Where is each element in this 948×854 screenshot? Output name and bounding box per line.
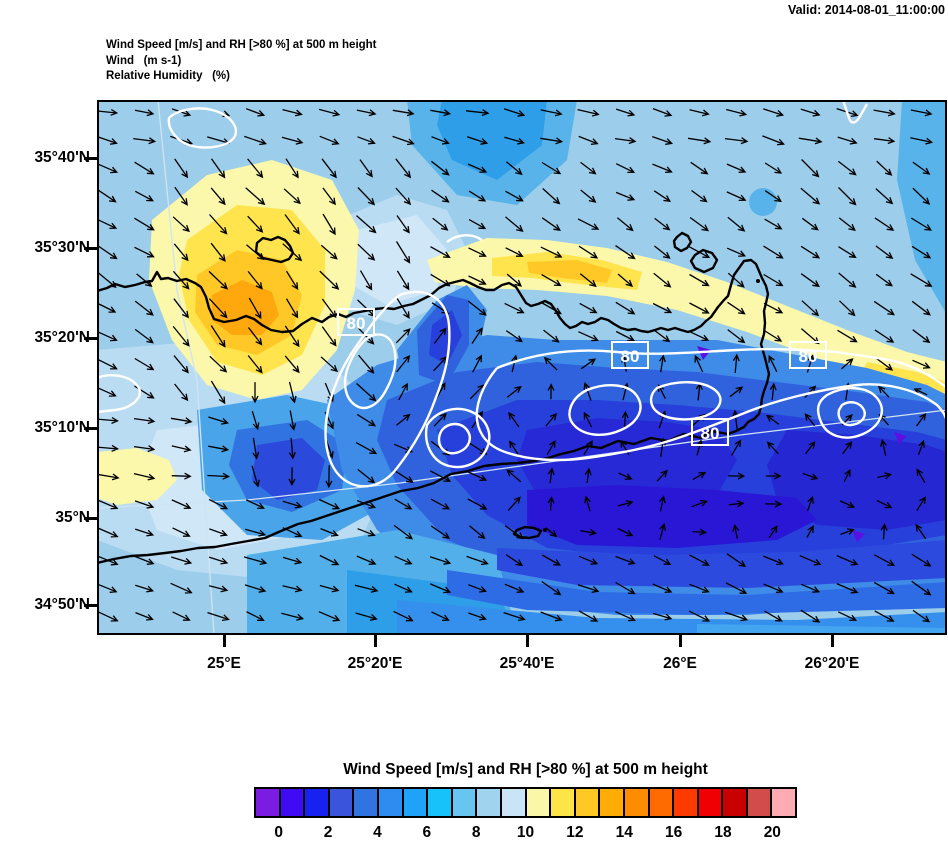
colorbar-cell: [649, 789, 675, 816]
x-axis-label: 25°40'E: [499, 655, 555, 672]
rh-contour-label: 80: [691, 418, 729, 446]
y-axis-tick: [84, 336, 97, 340]
colorbar-tick-label: 4: [373, 824, 382, 841]
colorbar-tick-label: 2: [323, 824, 333, 841]
y-axis-tick: [84, 516, 97, 520]
map-canvas: 80 80 80 80: [95, 99, 948, 636]
x-axis-tick: [678, 635, 682, 647]
colorbar-tick-label: 0: [274, 824, 283, 841]
rh-contour-labels: 80 80 80 80: [337, 308, 827, 446]
colorbar-cell: [477, 789, 502, 816]
x-axis-tick: [222, 635, 226, 647]
colorbar-tick-label: 6: [422, 824, 432, 841]
colorbar-tick-label: 16: [664, 824, 683, 841]
colorbar-tick-label: 10: [516, 824, 535, 841]
x-axis-tick: [373, 635, 377, 647]
colorbar-tick-label: 18: [714, 824, 732, 841]
colorbar-cell: [698, 789, 724, 816]
colorbar-tick-labels: 0 2 4 6 8 10 12 14 16 18 20: [254, 824, 797, 846]
colorbar-tick-label: 14: [615, 824, 633, 841]
y-axis-label: 35°N: [55, 509, 90, 526]
y-axis-label: 35°40'N: [34, 149, 90, 166]
rh-contour-label: 80: [337, 308, 375, 336]
svg-text:80: 80: [799, 347, 818, 366]
map-plot-area: 80 80 80 80: [95, 99, 948, 636]
colorbar-cell: [575, 789, 601, 816]
colorbar-cell: [600, 789, 625, 816]
x-axis-label: 25°20'E: [347, 655, 403, 672]
x-axis-label: 25°E: [207, 655, 241, 672]
x-axis-tick: [525, 635, 529, 647]
colorbar-cell: [378, 789, 404, 816]
colorbar-cell: [674, 789, 699, 816]
y-axis-label: 34°50'N: [34, 596, 90, 613]
rh-contour-label: 80: [789, 341, 827, 369]
y-axis-label: 35°10'N: [34, 419, 90, 436]
rh-contour-label: 80: [611, 341, 649, 369]
colorbar-cell: [428, 789, 453, 816]
colorbar-cell: [452, 789, 478, 816]
y-axis-label: 35°30'N: [34, 239, 90, 256]
chart-title-line-2: Wind (m s-1): [106, 54, 182, 67]
x-axis-label: 26°E: [663, 655, 697, 672]
colorbar-cell: [256, 789, 281, 816]
colorbar-cell: [501, 789, 527, 816]
colorbar-cell: [354, 789, 379, 816]
colorbar-cell: [723, 789, 748, 816]
y-axis-tick: [84, 246, 97, 250]
colorbar-tick-label: 12: [566, 824, 584, 841]
colorbar-title: Wind Speed [m/s] and RH [>80 %] at 500 m…: [343, 761, 708, 778]
colorbar-cell: [329, 789, 355, 816]
map-frame-border: [97, 100, 947, 635]
colorbar-cell: [747, 789, 773, 816]
wind-speed-fill-layer: [97, 100, 947, 635]
x-axis-tick: [830, 635, 834, 647]
y-axis-tick: [84, 156, 97, 160]
chart-title-block: Wind Speed [m/s] and RH [>80 %] at 500 m…: [106, 38, 377, 85]
colorbar-tick-label: 20: [763, 824, 781, 841]
y-axis-tick: [84, 426, 97, 430]
wind-arrows: [95, 107, 934, 623]
colorbar-cell: [403, 789, 429, 816]
colorbar-cell: [551, 789, 576, 816]
valid-time-label: Valid: 2014-08-01_11:00:00: [787, 3, 945, 17]
colorbar-cell: [280, 789, 306, 816]
colorbar-cell: [526, 789, 552, 816]
svg-text:80: 80: [347, 314, 366, 333]
colorbar: [254, 787, 797, 818]
rh-contour-lines: [96, 99, 948, 488]
wind-arrow-layer: [95, 107, 934, 623]
colorbar-cell: [772, 789, 796, 816]
chart-title-line-3: Relative Humidity (%): [106, 70, 230, 82]
graticule-lines: [96, 99, 948, 636]
colorbar-tick-label: 8: [471, 824, 481, 841]
colorbar-cell: [305, 789, 330, 816]
chart-title-line-1: Wind Speed [m/s] and RH [>80 %] at 500 m…: [106, 39, 377, 51]
svg-text:80: 80: [621, 347, 640, 366]
x-axis-label: 26°20'E: [804, 655, 860, 672]
colorbar-cell: [624, 789, 650, 816]
y-axis-tick: [84, 603, 97, 607]
svg-text:80: 80: [701, 424, 720, 443]
y-axis-label: 35°20'N: [34, 329, 90, 346]
